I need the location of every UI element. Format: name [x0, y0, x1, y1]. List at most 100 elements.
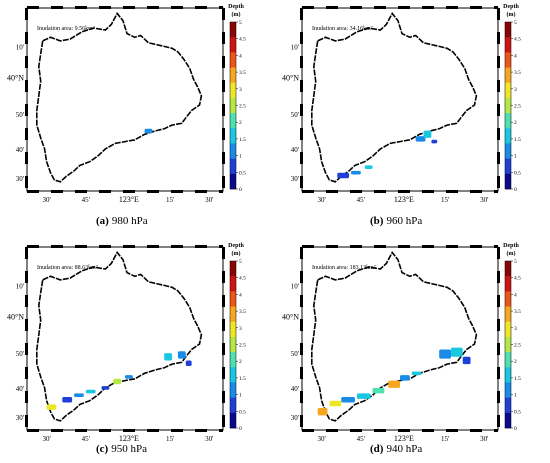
caption-text: 950 hPa [111, 443, 147, 455]
frame-tick [326, 429, 338, 432]
panel-caption: (a) 980 hPa [96, 215, 148, 227]
colorbar-tick-label: 4.5 [514, 37, 521, 43]
frame-tick [25, 152, 28, 164]
lat-tick-label: 40' [291, 385, 299, 393]
flood-patch [337, 172, 350, 179]
colorbar-tick-label: 2.5 [514, 343, 521, 349]
frame-tick [398, 6, 410, 9]
frame-tick [446, 429, 458, 432]
colorbar-tick-label: 1.5 [239, 137, 246, 143]
flood-patch [125, 375, 133, 379]
frame-tick [350, 245, 362, 248]
frame-tick [171, 429, 183, 432]
caption-text: 940 hPa [386, 443, 422, 455]
frame-tick [222, 80, 225, 92]
frame-tick [300, 56, 303, 68]
colorbar-tick-label: 1.5 [239, 376, 246, 382]
frame-tick [222, 247, 225, 259]
lon-tick-label: 30' [317, 196, 325, 204]
colorbar-swatch [505, 291, 511, 307]
frame-tick [302, 6, 314, 9]
frame-tick [374, 6, 386, 9]
frame-tick [470, 429, 482, 432]
colorbar-tick-label: 0 [514, 187, 517, 193]
lat-tick-label: 40' [16, 146, 24, 154]
map-frame [26, 246, 224, 431]
frame-tick [195, 245, 207, 248]
frame-tick [25, 319, 28, 331]
frame-tick [300, 104, 303, 116]
frame-tick [25, 391, 28, 403]
lon-tick-label: 30' [205, 196, 213, 204]
colorbar-swatch [230, 367, 236, 383]
frame-tick [422, 190, 434, 193]
frame-tick [300, 295, 303, 307]
inundation-area-value: 34.16km² [350, 26, 373, 32]
flood-patch [177, 351, 186, 359]
frame-tick [75, 190, 87, 193]
colorbar-tick-label: 5 [514, 259, 517, 265]
lat-tick-label: 40°N [7, 74, 24, 83]
flood-patch [439, 349, 451, 359]
colorbar-tick-label: 3.5 [514, 309, 521, 315]
colorbar-swatch [230, 306, 236, 323]
colorbar-tick-label: 0.5 [239, 409, 246, 415]
frame-tick [222, 343, 225, 355]
colorbar-tick-label: 2.5 [239, 343, 246, 349]
colorbar-tick-label: 2 [514, 359, 517, 365]
colorbar-tick-label: 4.5 [514, 276, 521, 282]
colorbar-tick-label: 3 [239, 87, 242, 93]
colorbar-tick-label: 3.5 [239, 70, 246, 76]
colorbar-tick-label: 2 [239, 359, 242, 365]
panel-caption: (c) 950 hPa [96, 443, 147, 455]
colorbar-swatch [230, 82, 236, 99]
colorbar-swatch [505, 276, 511, 292]
frame-tick [300, 80, 303, 92]
frame-tick [497, 32, 500, 44]
frame-tick [123, 245, 135, 248]
frame-tick [300, 8, 303, 20]
frame-tick [300, 343, 303, 355]
frame-tick [25, 128, 28, 140]
colorbar-swatch [230, 173, 236, 190]
frame-tick [219, 245, 223, 248]
frame-tick [494, 429, 498, 432]
frame-tick [25, 8, 28, 20]
frame-tick [25, 271, 28, 283]
frame-tick [222, 176, 225, 188]
frame-tick [99, 245, 111, 248]
colorbar-swatch [505, 397, 511, 414]
frame-tick [446, 190, 458, 193]
frame-tick [350, 429, 362, 432]
inundation-area-label: Inudation area: 88.63km² [37, 265, 98, 271]
colorbar-tick-label: 0 [239, 426, 242, 432]
frame-tick [422, 6, 434, 9]
frame-tick [222, 391, 225, 403]
colorbar-title: Depth [503, 4, 519, 10]
lat-tick-label: 10' [291, 282, 299, 290]
frame-tick [398, 429, 410, 432]
colorbar-tick-label: 2.5 [239, 104, 246, 110]
lon-tick-label: 123°E [394, 195, 414, 204]
frame-tick [51, 245, 63, 248]
frame-tick [99, 190, 111, 193]
colorbar-swatch [230, 97, 236, 114]
flood-patch [400, 375, 410, 381]
lat-tick-label: 40' [16, 385, 24, 393]
frame-tick [302, 429, 314, 432]
flood-patch [388, 380, 400, 388]
colorbar-tick-label: 0.5 [514, 170, 521, 176]
colorbar-swatch [230, 67, 236, 84]
colorbar-title: Depth [228, 243, 244, 249]
frame-tick [25, 415, 28, 427]
frame-tick [25, 343, 28, 355]
frame-tick [51, 6, 63, 9]
frame-tick [494, 6, 498, 9]
lon-tick-label: 30' [205, 435, 213, 443]
colorbar-swatch [505, 52, 511, 68]
flood-patch [164, 353, 173, 361]
flood-patch [351, 170, 361, 175]
inundation-area-label: Inudation area: 9.56km² [37, 26, 95, 32]
lon-tick-label: 30' [317, 435, 325, 443]
